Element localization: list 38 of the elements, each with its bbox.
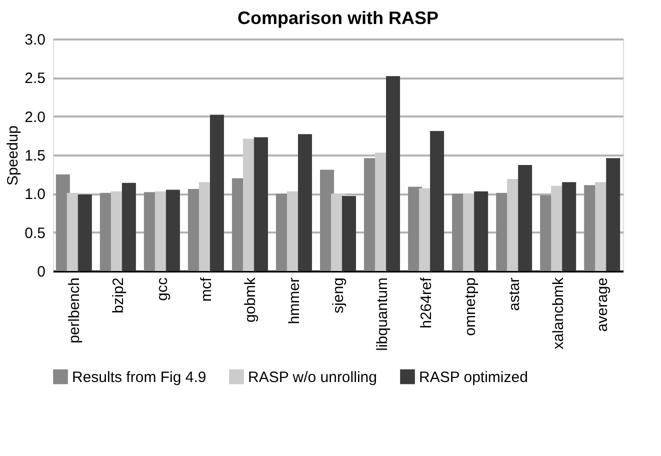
y-tick-label: 2.5 — [24, 70, 46, 88]
x-tick-label: gcc — [154, 277, 171, 301]
y-tick-label: 0 — [37, 264, 46, 280]
x-tick-label: libquantum — [374, 278, 392, 351]
y-tick-label: 1.5 — [24, 148, 46, 164]
x-tick-label: sjeng — [330, 278, 347, 314]
bar — [386, 76, 400, 271]
legend-label: Results from Fig 4.9 — [72, 368, 206, 386]
y-tick-label: 3.0 — [24, 32, 46, 48]
legend-label: RASP optimized — [419, 368, 528, 386]
x-tick-label: mcf — [198, 276, 215, 302]
bar — [430, 131, 444, 271]
x-tick-label: astar — [506, 278, 524, 311]
bar — [298, 134, 312, 271]
x-tick-label: omnetpp — [462, 278, 480, 336]
y-tick-label: 2.0 — [24, 108, 46, 126]
bar — [78, 194, 92, 271]
x-tick-label: hmmer — [286, 277, 303, 324]
bar — [210, 114, 224, 271]
x-tick-label: perlbench — [66, 278, 83, 344]
x-tick-label: average — [594, 278, 612, 332]
bar — [166, 190, 180, 271]
y-tick-label: 1.0 — [24, 186, 46, 204]
bar — [606, 158, 620, 271]
bar — [518, 165, 532, 271]
bar — [122, 182, 136, 271]
y-axis-title: Speedup — [4, 125, 22, 186]
legend-label: RASP w/o unrolling — [248, 368, 377, 386]
x-tick-label: bzip2 — [110, 278, 127, 314]
bar — [562, 182, 576, 271]
x-tick-label: xalancbmk — [550, 277, 568, 350]
bar — [342, 196, 356, 271]
bar — [474, 191, 488, 271]
x-tick-label: gobmk — [242, 277, 259, 323]
x-tick-label: h264ref — [418, 276, 436, 328]
bar — [254, 137, 268, 271]
y-tick-label: 0.5 — [24, 224, 46, 242]
chart-title: Comparison with RASP — [237, 8, 439, 28]
